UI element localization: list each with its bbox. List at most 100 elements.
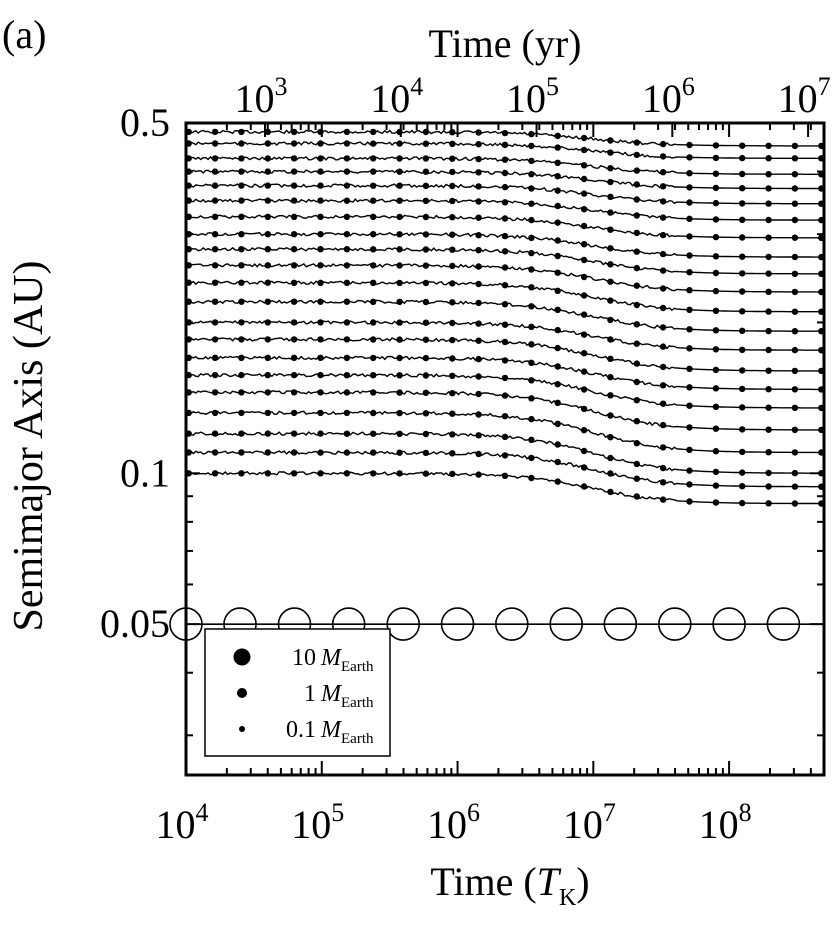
legend-value: 1	[304, 681, 316, 707]
track-point	[422, 319, 430, 326]
track-point	[791, 500, 799, 507]
track-point	[580, 175, 588, 183]
track-point	[290, 449, 298, 456]
track-point	[501, 215, 509, 222]
track-point	[554, 344, 561, 352]
track-point	[791, 308, 799, 315]
track-point	[712, 327, 720, 334]
track-point	[449, 168, 456, 176]
track-point	[449, 470, 456, 478]
track-point	[607, 165, 614, 172]
track-point	[475, 214, 482, 221]
track-point	[659, 214, 667, 221]
legend-box	[204, 628, 391, 757]
track-point	[554, 420, 561, 427]
track-point	[739, 346, 746, 353]
track-point	[659, 267, 667, 274]
track-point	[765, 216, 772, 224]
track-point	[686, 424, 693, 431]
track-point	[528, 130, 535, 138]
track-point	[211, 336, 219, 343]
x-tick-base: 10	[563, 802, 603, 847]
track-point	[739, 469, 746, 476]
track-point	[791, 288, 799, 296]
track-point	[449, 140, 456, 147]
track-point	[528, 266, 535, 273]
track-point	[370, 197, 377, 204]
top-tick-label: 105	[506, 72, 559, 121]
track-point	[501, 374, 509, 382]
track	[185, 389, 825, 434]
track-point	[765, 142, 772, 149]
track-point	[264, 354, 271, 361]
track-point	[633, 248, 640, 255]
track-point	[211, 140, 219, 147]
track-point	[238, 449, 245, 456]
track-point	[633, 196, 640, 203]
track-point	[501, 129, 509, 137]
x-axis-title-symbol: T	[537, 859, 562, 904]
track-point	[659, 140, 667, 148]
track-point	[633, 418, 640, 425]
track-point	[343, 197, 351, 204]
track-point	[712, 307, 720, 314]
track-point	[686, 402, 693, 409]
legend-marker	[237, 688, 247, 698]
track-point	[633, 493, 640, 500]
track-point	[607, 245, 614, 252]
track-point	[370, 319, 377, 326]
track	[185, 140, 825, 162]
track-point	[238, 371, 245, 379]
track-point	[501, 232, 509, 240]
track-point	[554, 173, 561, 180]
track-point	[607, 209, 614, 216]
track	[185, 430, 825, 477]
track-point	[238, 128, 245, 136]
track-point	[554, 269, 561, 276]
track-point	[554, 187, 561, 194]
track-point	[475, 155, 482, 163]
track-point	[686, 326, 693, 333]
track-point	[238, 354, 245, 361]
track-point	[712, 346, 720, 353]
track-point	[370, 128, 377, 136]
track-point	[475, 280, 482, 288]
track-point	[633, 475, 640, 482]
track-point	[317, 262, 324, 269]
track-point	[370, 336, 377, 343]
planet-marker	[603, 607, 638, 641]
track-point	[238, 262, 245, 269]
x-tick-base: 10	[291, 802, 331, 847]
track-point	[580, 350, 588, 357]
track-point	[791, 367, 799, 375]
track-point	[238, 168, 245, 175]
track-point	[633, 440, 640, 447]
track-point	[580, 241, 588, 248]
track-point	[422, 262, 430, 269]
track-point	[765, 367, 772, 374]
track-point	[449, 450, 456, 457]
top-axis-title: Time (yr)	[429, 21, 582, 66]
track-point	[290, 246, 298, 253]
track-point	[317, 197, 324, 204]
track-point	[501, 264, 509, 271]
track-point	[370, 354, 377, 362]
track-point	[739, 483, 746, 490]
track-point	[290, 371, 298, 379]
track-point	[370, 262, 377, 269]
track-point	[739, 154, 746, 162]
track-point	[396, 213, 403, 221]
track-point	[343, 319, 351, 326]
track-point	[686, 365, 693, 372]
track-point	[290, 389, 298, 396]
track-point	[211, 371, 219, 379]
track-point	[264, 409, 271, 417]
track-point	[633, 360, 640, 367]
track-point	[449, 336, 456, 344]
track-point	[659, 464, 667, 472]
track-point	[633, 301, 640, 309]
track-point	[370, 389, 377, 396]
track-point	[501, 169, 509, 177]
x-tick-exponent: 5	[331, 798, 344, 827]
track-point	[290, 336, 298, 343]
